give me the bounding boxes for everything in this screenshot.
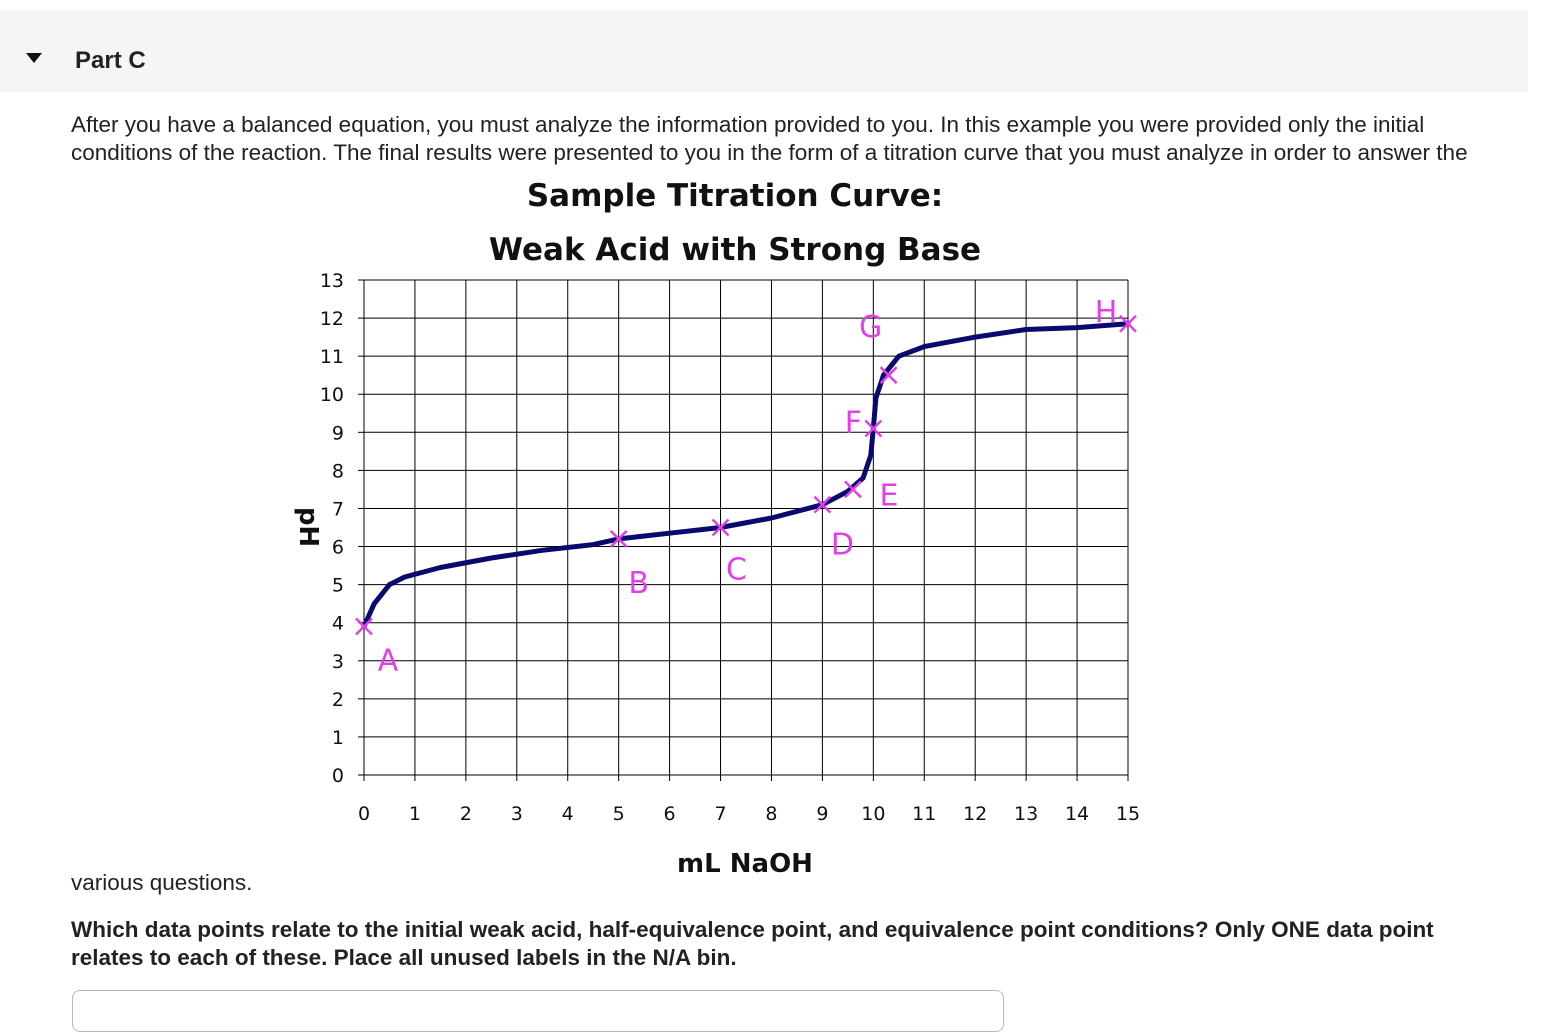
y-tick-label: 11: [320, 346, 344, 368]
part-header[interactable]: Part C: [0, 10, 1528, 92]
y-tick-label: 12: [320, 308, 344, 330]
point-label: E: [879, 478, 898, 513]
x-tick-label: 9: [816, 803, 828, 825]
intro-line-2: conditions of the reaction. The final re…: [71, 140, 1468, 165]
y-tick-label: 10: [320, 384, 344, 406]
x-tick-label: 10: [861, 803, 885, 825]
y-tick-label: 1: [332, 727, 344, 749]
y-tick-label: 7: [332, 498, 344, 520]
data-point-a: A: [355, 617, 399, 679]
y-tick-label: 13: [320, 270, 344, 292]
point-label: A: [378, 644, 399, 679]
point-label: B: [628, 566, 649, 601]
x-tick-label: 4: [562, 803, 574, 825]
collapse-caret-icon[interactable]: [26, 53, 42, 63]
y-tick-label: 4: [332, 613, 344, 635]
x-tick-label: 6: [664, 803, 676, 825]
point-marker: [609, 530, 628, 548]
x-tick-label: 1: [409, 803, 421, 825]
point-marker: [844, 480, 862, 499]
chart-title: Sample Titration Curve:: [527, 178, 943, 214]
intro-line-1: After you have a balanced equation, you …: [71, 112, 1425, 137]
y-tick-label: 2: [332, 689, 344, 711]
y-tick-label: 9: [332, 422, 344, 444]
point-marker: [355, 617, 373, 636]
y-tick-label: 3: [332, 651, 344, 673]
x-tick-label: 2: [460, 803, 472, 825]
x-tick-label: 7: [714, 803, 726, 825]
y-tick-label: 0: [332, 765, 344, 787]
y-axis-label: pH: [293, 507, 323, 547]
x-tick-label: 12: [963, 803, 987, 825]
y-tick-label: 5: [332, 575, 344, 597]
x-tick-label: 3: [511, 803, 523, 825]
x-tick-label: 5: [613, 803, 625, 825]
x-tick-label: 14: [1065, 803, 1089, 825]
chart-grid: [363, 279, 1129, 776]
data-point-f: F: [845, 406, 883, 441]
x-tick-label: 15: [1116, 803, 1140, 825]
x-axis-ticks: 0 1 2 3 4 5 6 7 8 9 10 11 12 13 14 15: [358, 775, 1140, 825]
x-tick-label: 0: [358, 803, 370, 825]
point-label: H: [1095, 295, 1118, 330]
y-tick-label: 6: [332, 537, 344, 559]
question-text: Which data points relate to the initial …: [71, 916, 1511, 972]
titration-chart-svg: Sample Titration Curve: Weak Acid with S…: [293, 178, 1140, 879]
data-point-g: G: [859, 310, 898, 385]
point-label: D: [831, 528, 854, 563]
question-line-1: Which data points relate to the initial …: [71, 917, 1434, 942]
point-marker: [711, 518, 730, 537]
part-title: Part C: [75, 47, 146, 74]
point-label: F: [845, 406, 862, 441]
answer-drop-zone[interactable]: [72, 990, 1004, 1032]
data-point-d: D: [813, 495, 854, 563]
point-label: G: [859, 310, 882, 345]
y-tick-label: 8: [332, 460, 344, 482]
point-marker: [864, 419, 883, 438]
data-point-h: H: [1095, 295, 1137, 333]
point-label: C: [726, 553, 747, 588]
data-points: A B C DE F G H: [355, 295, 1137, 679]
x-tick-label: 13: [1014, 803, 1038, 825]
data-point-e: E: [844, 478, 898, 513]
x-tick-label: 11: [912, 803, 936, 825]
question-line-2: relates to each of these. Place all unus…: [71, 945, 737, 970]
x-tick-label: 8: [765, 803, 777, 825]
intro-paragraph: After you have a balanced equation, you …: [71, 111, 1531, 167]
chart-subtitle: Weak Acid with Strong Base: [489, 232, 981, 268]
point-marker: [1119, 314, 1137, 333]
data-point-c: C: [711, 518, 747, 588]
x-axis-label: mL NaOH: [677, 849, 813, 879]
data-point-b: B: [609, 530, 649, 601]
point-marker: [879, 366, 898, 385]
intro-continuation: various questions.: [71, 870, 253, 895]
point-marker: [813, 495, 832, 514]
